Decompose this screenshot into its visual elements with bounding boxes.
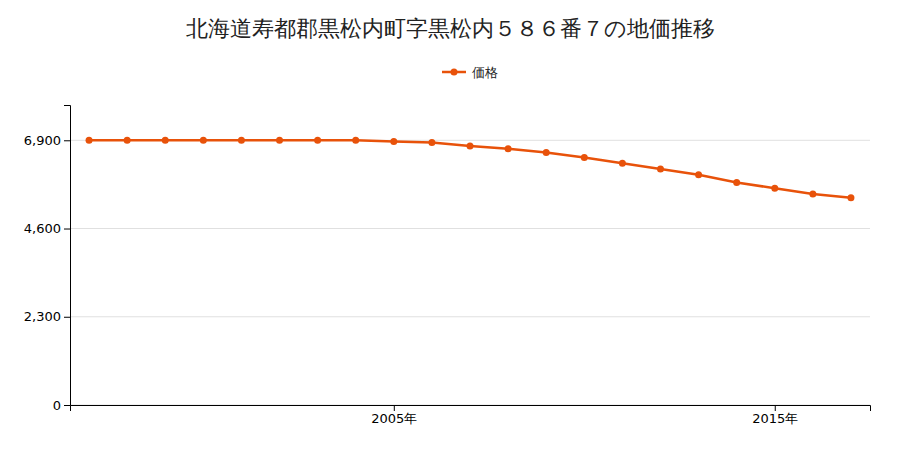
- point: [505, 145, 512, 152]
- point: [619, 160, 626, 167]
- x-axis-tick-mark: [775, 405, 776, 411]
- x-axis-tick-label: 2015年: [752, 411, 798, 426]
- legend-label: 価格: [472, 65, 498, 80]
- x-axis: 2005年 2015年: [71, 405, 871, 426]
- grid: [70, 140, 870, 405]
- y-axis-tick: 2,300: [24, 309, 70, 324]
- point: [581, 154, 588, 161]
- marks: [86, 137, 855, 202]
- y-axis-tick: 6,900: [24, 133, 70, 148]
- legend-marker: [451, 69, 458, 76]
- y-axis-tick: 4,600: [24, 221, 70, 236]
- x-axis-tick-mark: [394, 405, 395, 411]
- y-axis-tick-label: 2,300: [24, 309, 61, 324]
- grid-line: [70, 316, 870, 317]
- point: [86, 137, 93, 144]
- grid-line: [70, 228, 870, 229]
- x-axis-line: [71, 406, 871, 412]
- y-axis-tick-mark: [64, 317, 70, 318]
- y-axis-tick-mark: [64, 229, 70, 230]
- point: [428, 139, 435, 146]
- point: [276, 137, 283, 144]
- y-axis-tick-mark: [64, 140, 70, 141]
- point: [695, 171, 702, 178]
- point: [657, 166, 664, 173]
- point: [809, 191, 816, 198]
- point: [733, 179, 740, 186]
- y-axis-tick-label: 0: [53, 398, 61, 413]
- x-axis-tick: 2005年: [371, 405, 417, 426]
- chart: 北海道寿都郡黒松内町字黒松内５８６番７の地価推移 2005年 2015年 0 2,300…: [0, 0, 900, 450]
- plot: 2005年 2015年 0 2,300 4,600 6,900: [24, 106, 871, 427]
- x-axis-tick-label: 2005年: [371, 411, 417, 426]
- y-axis-line: [64, 106, 71, 406]
- point: [467, 143, 474, 150]
- title: 北海道寿都郡黒松内町字黒松内５８６番７の地価推移: [186, 16, 715, 41]
- y-axis-tick-label: 4,600: [24, 221, 61, 236]
- line: [89, 140, 851, 198]
- point: [238, 137, 245, 144]
- point: [314, 137, 321, 144]
- point: [543, 149, 550, 156]
- x-axis-tick: 2015年: [752, 405, 798, 426]
- y-axis-tick-mark: [64, 405, 70, 406]
- point: [352, 137, 359, 144]
- point: [124, 137, 131, 144]
- y-axis-tick: 0: [53, 398, 70, 413]
- point: [771, 185, 778, 192]
- point: [390, 138, 397, 145]
- legend: 価格: [442, 65, 498, 80]
- point: [162, 137, 169, 144]
- point: [200, 137, 207, 144]
- y-axis-tick-label: 6,900: [24, 133, 61, 148]
- legend-item: 価格: [442, 65, 498, 80]
- y-axis: 0 2,300 4,600 6,900: [24, 106, 71, 413]
- point: [847, 194, 854, 201]
